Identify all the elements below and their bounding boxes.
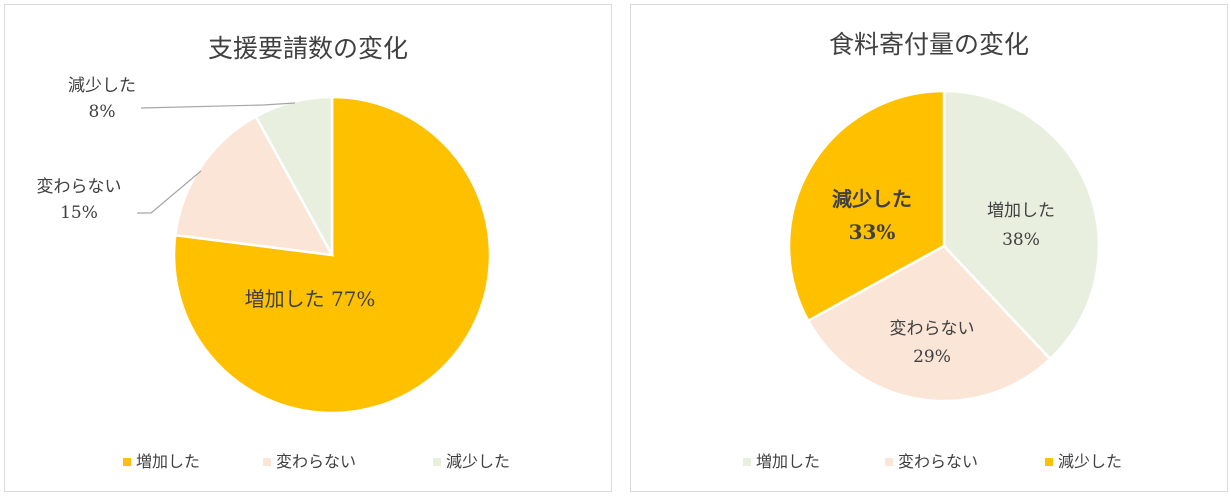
data-label-increased: 増加した 77% [245,287,376,311]
legend-label-increased: 増加した [756,452,820,471]
legend-swatch-increased [123,458,131,466]
data-label-decreased-value: 33% [849,220,896,244]
pie-slice-decreased [787,89,946,323]
legend-label-decreased: 減少した [1058,452,1122,471]
chart-panel-food-donations: 食料寄付量の変化 増加した 38% 変わらない 29% 減少した 33% 増加した 変わらない減… [630,4,1228,492]
chart-panel-support-requests: 支援要請数の変化 増加した 77% 変わらない 15% 減少した 8% 増加した 変わらない減… [4,4,612,492]
legend-label-increased: 増加した [136,452,200,471]
data-label-decreased-value: 8% [89,102,116,122]
legend-swatch-increased [743,458,751,466]
pie-slice-unchanged [806,244,1052,403]
chart-title: 支援要請数の変化 [208,34,408,63]
pie-slice-decreased [254,95,334,256]
pie-chart-support-requests: 支援要請数の変化増加した 77%変わらない15%減少した8%増加した 変わらない減… [37,34,511,471]
data-label-unchanged-value: 29% [913,347,951,367]
pie-chart-food-donations: 食料寄付量の変化増加した38%変わらない29%減少した33%増加した 変わらない減… [743,30,1122,471]
legend-label-decreased: 減少した [446,452,510,471]
legend-label-unchanged: 変わらない [276,452,356,471]
data-label-decreased-category: 減少した [832,187,912,211]
data-label-unchanged-value: 15% [60,203,98,223]
leader-line-decreased [140,102,296,109]
legend-label-unchanged: 変わらない [898,452,978,471]
chart-title: 食料寄付量の変化 [829,30,1029,59]
data-label-increased-value: 38% [1002,230,1040,250]
data-label-decreased-category: 減少した [68,76,136,96]
legend-swatch-decreased [433,458,441,466]
pie-slice-unchanged [173,114,335,257]
leader-line-unchanged [137,170,202,214]
legend-swatch-unchanged [263,458,271,466]
data-label-unchanged-category: 変わらない [890,319,975,339]
legend-swatch-unchanged [885,458,893,466]
legend-swatch-decreased [1045,458,1053,466]
pie-slice-increased [172,95,492,415]
data-label-unchanged-category: 変わらない [37,177,122,197]
pie-slice-increased [942,89,1101,361]
data-label-increased-category: 増加した [987,201,1055,221]
